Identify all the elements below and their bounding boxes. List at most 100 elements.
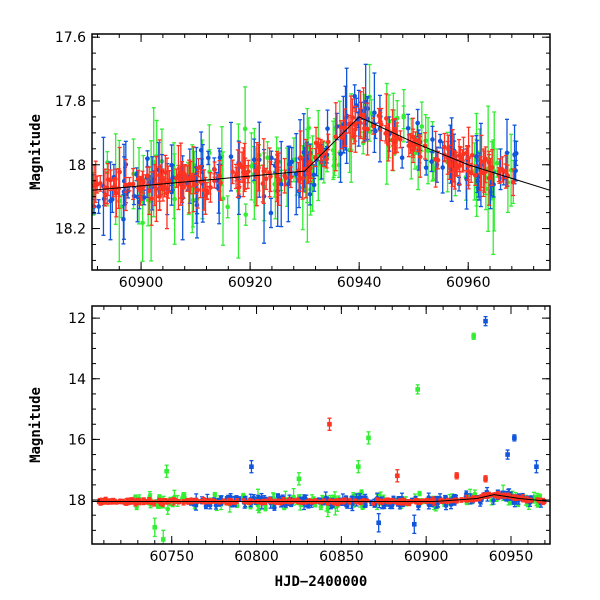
x-tick-label: 60750 <box>149 549 194 565</box>
data-point-red <box>479 134 484 189</box>
data-point-red <box>288 166 294 189</box>
data-point-red <box>242 157 248 190</box>
data-point-blue <box>289 146 295 177</box>
data-point-red <box>281 498 287 504</box>
data-point-red <box>141 174 146 191</box>
data-point-red <box>362 117 367 140</box>
data-point-red <box>341 499 346 505</box>
data-point-blue <box>96 199 101 215</box>
y-tick-label: 14 <box>68 372 86 388</box>
data-point-blue <box>440 141 446 194</box>
data-point-red <box>318 138 324 158</box>
data-point-red <box>472 164 478 187</box>
data-point-green <box>417 490 422 497</box>
outlier-point <box>483 315 488 327</box>
x-tick-label: 60920 <box>228 275 273 291</box>
data-point-red <box>427 498 433 504</box>
data-point-red <box>320 140 326 168</box>
data-point-red <box>401 500 406 505</box>
data-point-red <box>507 494 513 500</box>
data-point-red <box>196 158 201 178</box>
data-point-red <box>212 173 217 189</box>
top-panel: 60900 60920 60940 60960 17.6 17.8 18 18.2 Magni… <box>28 30 551 291</box>
data-point-red <box>300 156 305 200</box>
data-point-red <box>149 171 154 226</box>
x-tick-label: 60850 <box>319 549 364 565</box>
data-point-green <box>243 203 249 226</box>
data-point-red <box>234 498 240 504</box>
top-data-layer <box>92 63 550 263</box>
data-point-red <box>114 168 119 218</box>
data-point-blue <box>251 138 257 181</box>
outlier-point <box>356 459 361 474</box>
outlier-point <box>505 449 510 460</box>
data-point-red <box>174 168 179 188</box>
data-point-red <box>333 102 339 172</box>
data-point-red <box>332 499 338 505</box>
x-tick-label: 60900 <box>119 275 164 291</box>
data-point-red <box>218 164 223 202</box>
data-point-red <box>354 500 359 505</box>
data-point-blue <box>437 133 443 149</box>
data-point-blue <box>344 502 350 509</box>
top-ticks: 60900 60920 60940 60960 17.6 17.8 18 18.2 <box>55 30 550 291</box>
bottom-data-layer <box>92 315 550 544</box>
bottom-ticks: 60750 60800 60850 60900 60950 12 14 16 18 <box>68 306 550 565</box>
data-point-blue <box>272 504 277 511</box>
data-point-blue <box>456 176 462 192</box>
data-point-red <box>208 172 213 203</box>
data-point-blue <box>429 151 434 173</box>
data-point-red <box>245 159 251 184</box>
y-tick-label: 18 <box>68 158 86 174</box>
data-point-red <box>189 499 194 505</box>
data-point-red <box>489 149 495 187</box>
data-point-red <box>422 132 428 160</box>
x-tick-label: 60960 <box>446 275 491 291</box>
data-point-red <box>241 498 247 504</box>
outlier-point <box>395 469 400 483</box>
data-point-green <box>494 148 500 178</box>
data-point-red <box>370 117 376 135</box>
data-point-blue <box>372 72 377 154</box>
outlier-point <box>249 459 254 474</box>
x-tick-label: 60950 <box>489 549 534 565</box>
data-point-red <box>447 498 453 504</box>
data-point-red <box>433 130 438 188</box>
data-point-blue <box>307 182 313 206</box>
data-point-red <box>303 138 309 199</box>
data-point-red <box>135 497 141 504</box>
data-point-red <box>268 499 274 505</box>
data-point-red <box>235 149 241 198</box>
data-point-red <box>481 150 487 193</box>
data-point-red <box>157 139 162 212</box>
data-point-red <box>383 125 388 142</box>
data-point-red <box>299 500 305 505</box>
data-point-red <box>339 126 345 150</box>
data-point-blue <box>423 159 429 176</box>
outlier-point <box>366 431 371 445</box>
data-point-red <box>527 497 532 503</box>
data-point-green <box>330 120 336 181</box>
outlier-point <box>296 472 302 486</box>
data-point-red <box>192 174 198 195</box>
outlier-point <box>411 514 417 535</box>
data-point-blue <box>352 84 357 109</box>
bottom-panel: 60750 60800 60850 60900 60950 12 14 16 18 Magnit… <box>28 305 551 590</box>
data-point-red <box>519 495 524 501</box>
data-point-red <box>123 158 129 212</box>
data-point-red <box>324 150 329 169</box>
data-point-green <box>508 133 514 207</box>
bottom-y-axis-title: Magnitude <box>28 387 44 463</box>
data-point-red <box>184 498 190 504</box>
data-point-red <box>435 150 441 170</box>
data-point-red <box>105 162 111 197</box>
data-point-red <box>398 130 403 149</box>
bottom-plot-frame <box>91 305 551 545</box>
data-point-blue <box>293 132 299 216</box>
x-tick-label: 60800 <box>234 549 279 565</box>
data-point-red <box>320 498 326 504</box>
x-tick-label: 60940 <box>337 275 382 291</box>
data-point-red <box>351 129 357 145</box>
bottom-x-axis-title: HJD−2400000 <box>275 574 368 590</box>
data-point-red <box>248 498 253 503</box>
